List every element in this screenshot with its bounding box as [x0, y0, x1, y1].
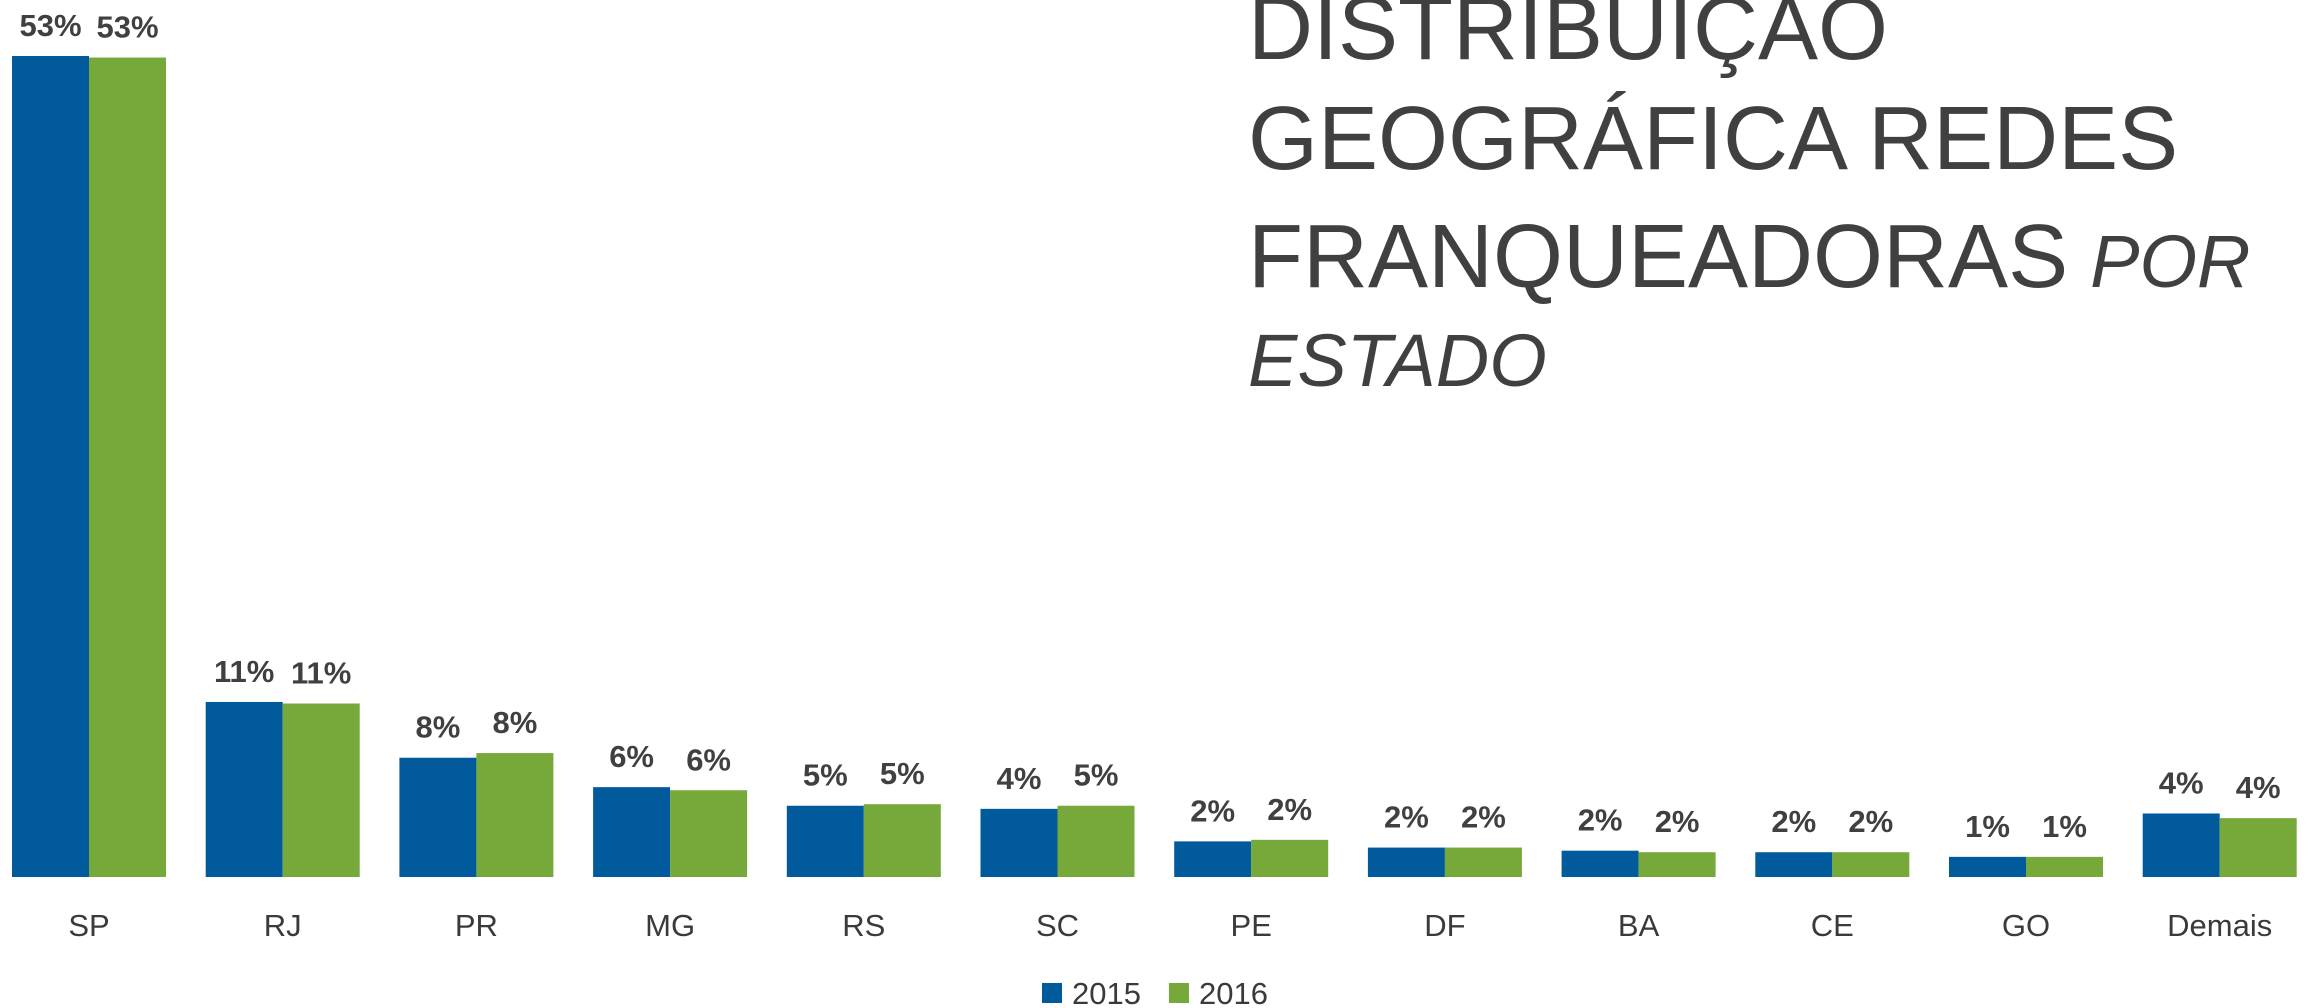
- bar: [12, 56, 89, 877]
- data-label: 1%: [1965, 809, 2010, 844]
- bar: [2142, 813, 2220, 877]
- bar: [593, 787, 671, 877]
- x-tick-label: BA: [1618, 908, 1660, 943]
- legend-label: 2015: [1072, 976, 1141, 1008]
- bar: [1174, 841, 1252, 877]
- x-tick-label: PE: [1231, 908, 1272, 943]
- data-label: 1%: [2042, 809, 2087, 844]
- x-tick-label: RS: [842, 908, 885, 943]
- data-label: 2%: [1267, 792, 1312, 827]
- x-tick-label: GO: [2002, 908, 2050, 943]
- bar: [282, 703, 360, 877]
- data-label: 8%: [415, 710, 460, 745]
- data-label: 2%: [1848, 804, 1893, 839]
- legend-swatch: [1042, 983, 1062, 1003]
- bar: [2219, 818, 2297, 877]
- bar: [1561, 850, 1639, 877]
- data-label: 8%: [492, 705, 537, 740]
- bar: [205, 701, 283, 877]
- bar: [1367, 847, 1445, 877]
- data-label: 4%: [2236, 770, 2281, 805]
- data-label: 53%: [19, 8, 81, 43]
- data-label: 2%: [1461, 800, 1506, 835]
- bar: [1638, 852, 1716, 877]
- x-tick-label: MG: [645, 908, 695, 943]
- data-label: 2%: [1771, 804, 1816, 839]
- x-tick-label: DF: [1424, 908, 1465, 943]
- bar: [2026, 856, 2103, 877]
- legend-swatch: [1168, 983, 1189, 1003]
- bar: [980, 808, 1058, 877]
- bar: [89, 57, 166, 877]
- data-label: 5%: [803, 758, 848, 793]
- x-tick-label: SP: [68, 908, 109, 943]
- x-tick-label: Demais: [2167, 908, 2272, 943]
- bar: [786, 805, 864, 877]
- data-label: 2%: [1384, 800, 1429, 835]
- bar: [1444, 847, 1522, 877]
- bar: [1949, 856, 2026, 877]
- data-label: 2%: [1655, 804, 1700, 839]
- data-label: 5%: [880, 756, 925, 791]
- x-tick-label: PR: [455, 908, 498, 943]
- data-label: 2%: [1578, 803, 1623, 838]
- chart-title: DISTRIBUIÇÃO: [1248, 0, 1888, 79]
- legend-label: 2016: [1199, 976, 1268, 1008]
- x-tick-label: CE: [1811, 908, 1854, 943]
- data-label: 4%: [997, 761, 1042, 796]
- chart-title-italic: ESTADO: [1248, 319, 1547, 402]
- data-label: 11%: [214, 654, 274, 689]
- chart-title: FRANQUEADORAS: [1248, 207, 2068, 307]
- bar: [1057, 805, 1135, 877]
- data-label: 4%: [2159, 765, 2204, 800]
- data-label: 6%: [686, 742, 731, 777]
- data-label: 2%: [1190, 793, 1235, 828]
- data-label: 6%: [609, 739, 654, 774]
- bar: [399, 757, 477, 877]
- data-label: 53%: [96, 10, 158, 45]
- chart-title-italic: POR: [2090, 220, 2250, 303]
- data-label: 11%: [291, 656, 351, 691]
- bar: [476, 753, 554, 877]
- bar: [1251, 839, 1329, 877]
- bar: [670, 790, 748, 877]
- x-tick-label: SC: [1036, 908, 1079, 943]
- data-label: 5%: [1074, 758, 1119, 793]
- bar: [1755, 852, 1833, 877]
- chart-title: GEOGRÁFICA REDES: [1248, 89, 2178, 189]
- bar: [1832, 852, 1910, 877]
- bar: [863, 804, 941, 877]
- x-tick-label: RJ: [264, 908, 302, 943]
